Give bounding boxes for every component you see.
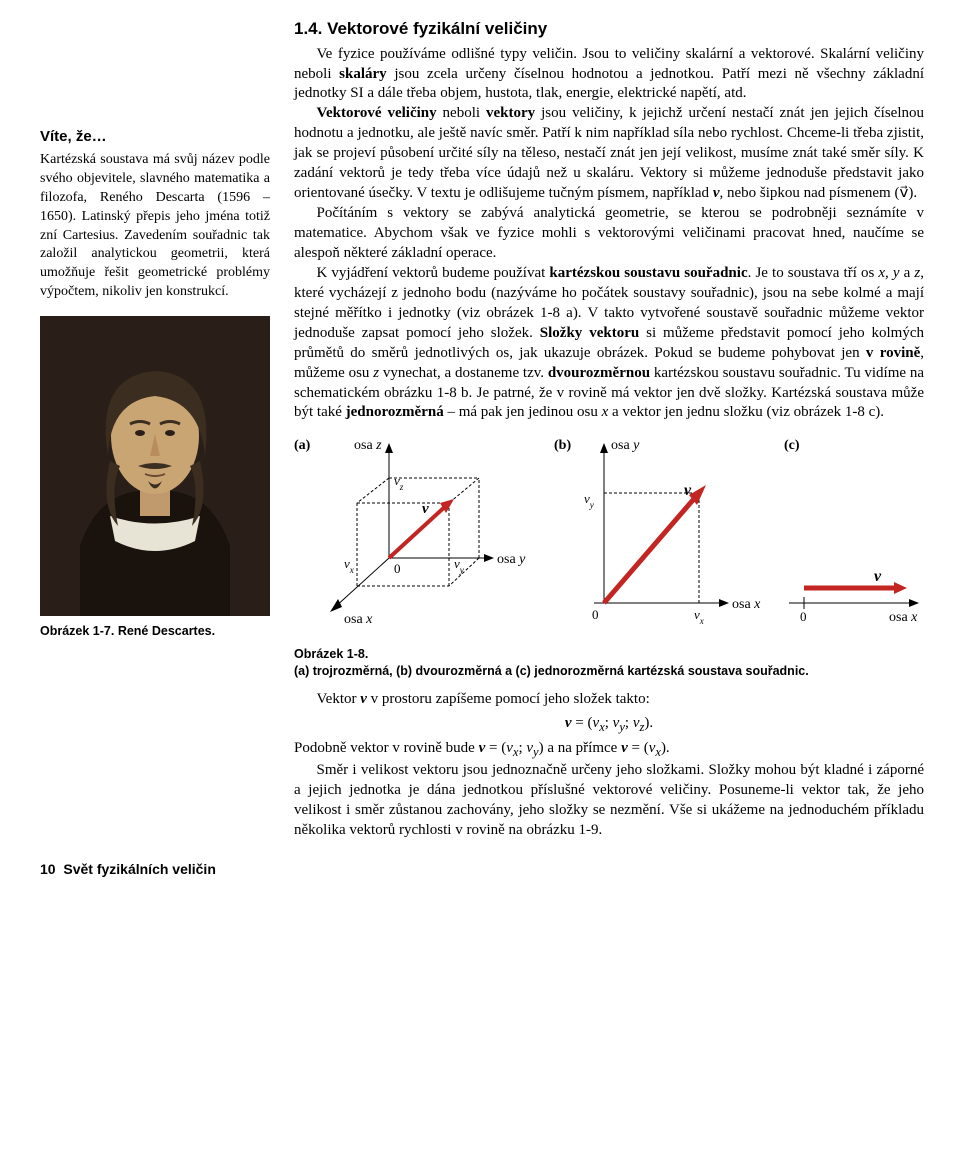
svg-text:osa y: osa y (611, 438, 640, 453)
term-jednorozmerna: jednorozměrná (346, 404, 444, 420)
text: jsou zcela určeny číselnou hodnotou a je… (294, 66, 924, 102)
svg-text:v: v (422, 501, 429, 517)
svg-text:v: v (684, 482, 692, 499)
term-kartezska-soustava: kartézskou soustavu souřadnic (549, 265, 747, 281)
sidebar-body: Kartézská soustava má svůj název podle s… (40, 151, 270, 302)
diag-label-b: (b) (554, 438, 571, 453)
paragraph-1: Ve fyzice používáme odlišné typy veličin… (294, 45, 924, 105)
section-heading: 1.4. Vektorové fyzikální veličiny (294, 18, 924, 41)
vector-v-symbol: v (479, 740, 486, 756)
svg-text:0: 0 (592, 607, 599, 622)
descartes-portrait (40, 316, 270, 616)
svg-text:osa x: osa x (732, 597, 761, 612)
term-v-rovine: v rovině (866, 345, 920, 361)
svg-text:0: 0 (800, 609, 807, 624)
svg-text:0: 0 (394, 561, 401, 576)
text: a (900, 265, 915, 281)
text: K vyjádření vektorů budeme používat (317, 265, 550, 281)
paragraph-4: K vyjádření vektorů budeme používat kart… (294, 264, 924, 424)
paragraph-3: Počítáním s vektory se zabývá analytická… (294, 204, 924, 264)
svg-text:osa y: osa y (497, 552, 526, 567)
equation-1: v = (vx; vy; vz). (294, 714, 924, 736)
figure-1-8-caption-bold: Obrázek 1-8. (294, 647, 368, 661)
text: , nebo šipkou nad písmenem (v⃗). (719, 185, 917, 201)
vector-v-symbol: v (621, 740, 628, 756)
paragraph-2: Vektorové veličiny neboli vektory jsou v… (294, 104, 924, 204)
text: Podobně vektor v rovině bude (294, 740, 479, 756)
svg-text:vz: vz (394, 473, 404, 492)
diag-label-c: (c) (784, 438, 800, 453)
page-number: 10 (40, 861, 56, 877)
text: Vektor (317, 691, 361, 707)
term-vektorove-veliciny: Vektorové veličiny (317, 105, 437, 121)
figure-1-8-caption-rest: (a) trojrozměrná, (b) dvourozměrná a (c)… (294, 664, 809, 678)
term-vektory: vektory (486, 105, 535, 121)
term-skalary: skaláry (339, 66, 387, 82)
svg-text:osa z: osa z (354, 438, 382, 453)
after-paragraph-2: Podobně vektor v rovině bude v = (vx; vy… (294, 739, 924, 761)
term-dvourozmernou: dvourozměrnou (548, 365, 650, 381)
vector-v-symbol: v (360, 691, 367, 707)
text: vynechat, a dostaneme tzv. (379, 365, 548, 381)
figure-1-8: (a) osa z osa y osa x (294, 433, 924, 640)
term-slozky-vektoru: Složky vektoru (540, 325, 639, 341)
svg-text:osa x: osa x (889, 610, 918, 625)
axes-xy: x, y (878, 265, 899, 281)
text: v prostoru zapíšeme pomocí jeho složek t… (367, 691, 650, 707)
text: a vektor jen jednu složku (viz obrázek 1… (608, 404, 884, 420)
svg-text:v: v (874, 568, 882, 585)
svg-text:vy: vy (454, 556, 464, 575)
svg-text:vy: vy (584, 491, 594, 510)
after-paragraph-1: Vektor v v prostoru zapíšeme pomocí jeho… (294, 690, 924, 710)
text: a na přímce (544, 740, 621, 756)
diag-label-a: (a) (294, 438, 311, 453)
svg-text:osa x: osa x (344, 612, 373, 627)
svg-text:vx: vx (694, 607, 704, 626)
text: – má pak jen jedinou osu (444, 404, 602, 420)
text: . Je to soustava tří os (748, 265, 879, 281)
svg-text:vx: vx (344, 556, 354, 575)
chapter-title: Svět fyzikálních veličin (63, 861, 216, 877)
after-paragraph-3: Směr i velikost vektoru jsou jednoznačně… (294, 761, 924, 841)
page-footer: 10 Svět fyzikálních veličin (40, 861, 920, 877)
sidebar-title: Víte, že… (40, 128, 270, 145)
figure-1-7-caption: Obrázek 1-7. René Descartes. (40, 624, 270, 638)
text: neboli (437, 105, 486, 121)
figure-1-8-caption: Obrázek 1-8. (a) trojrozměrná, (b) dvour… (294, 646, 924, 679)
